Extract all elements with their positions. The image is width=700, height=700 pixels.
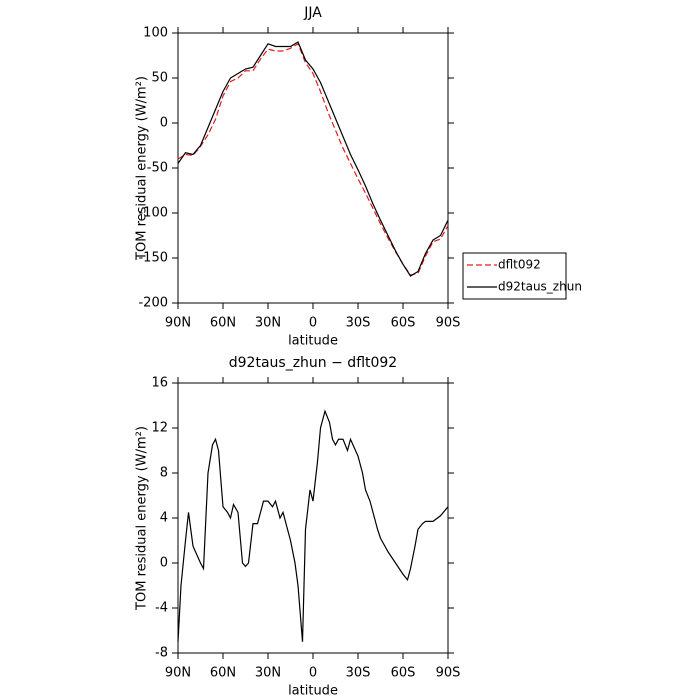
data-line <box>177 42 449 276</box>
y-tick-label: -50 <box>147 161 168 176</box>
x-tick-label: 60S <box>391 666 416 681</box>
x-axis-label: latitude <box>288 684 338 699</box>
y-tick-label: 16 <box>151 376 168 391</box>
y-tick-label: 50 <box>151 71 168 86</box>
y-axis-label: TOM residual energy (W/m²) <box>135 76 150 261</box>
legend-label: dflt092 <box>498 258 541 272</box>
data-line <box>177 409 449 642</box>
y-tick-label: 0 <box>160 556 168 571</box>
y-tick-label: -100 <box>138 206 168 221</box>
x-tick-label: 30S <box>346 666 371 681</box>
x-tick-label: 30S <box>346 316 371 331</box>
x-tick-label: 60N <box>210 666 236 681</box>
x-tick-label: 90S <box>436 316 461 331</box>
chart-title: d92taus_zhun − dflt092 <box>229 355 397 371</box>
y-tick-label: 0 <box>160 116 168 131</box>
chart-title: JJA <box>303 5 322 21</box>
x-tick-label: 90S <box>436 666 461 681</box>
plot-frame <box>177 382 449 654</box>
x-tick-label: 60S <box>391 316 416 331</box>
y-tick-label: -4 <box>155 601 168 616</box>
y-axis-label: TOM residual energy (W/m²) <box>135 426 150 611</box>
y-tick-label: 4 <box>160 511 168 526</box>
x-tick-label: 30N <box>255 316 281 331</box>
legend-label: d92taus_zhun <box>498 280 582 294</box>
x-axis-label: latitude <box>288 334 338 349</box>
x-tick-label: 0 <box>309 316 317 331</box>
x-tick-label: 0 <box>309 666 317 681</box>
x-tick-label: 90N <box>165 666 191 681</box>
x-tick-label: 60N <box>210 316 236 331</box>
y-tick-label: 12 <box>151 421 168 436</box>
y-tick-label: 100 <box>143 26 168 41</box>
y-tick-label: 8 <box>160 466 168 481</box>
x-tick-label: 30N <box>255 666 281 681</box>
y-tick-label: -8 <box>155 646 168 661</box>
y-tick-label: -150 <box>138 251 168 266</box>
legend-box <box>462 252 567 300</box>
data-line <box>177 41 449 277</box>
y-tick-label: -200 <box>138 296 168 311</box>
x-tick-label: 90N <box>165 316 191 331</box>
